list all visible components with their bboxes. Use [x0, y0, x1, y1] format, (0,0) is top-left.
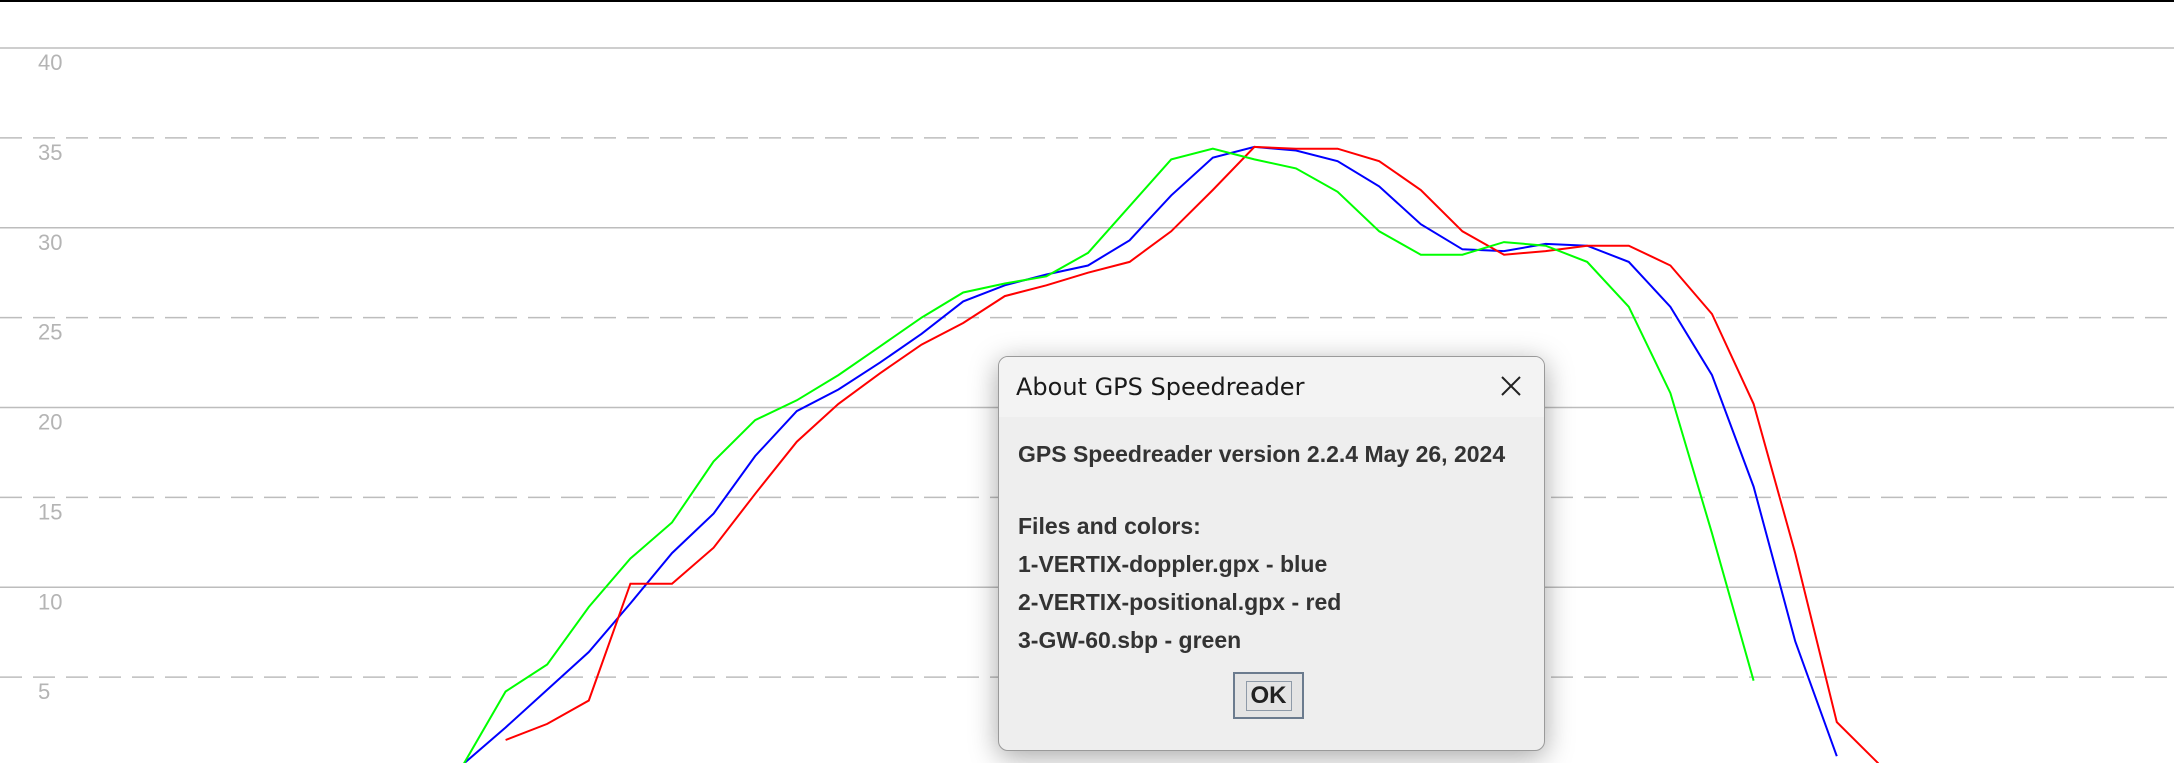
- file-entry: 3-GW-60.sbp - green: [1018, 627, 1242, 653]
- version-text: GPS Speedreader version 2.2.4 May 26, 20…: [1018, 441, 1506, 467]
- dialog-title: About GPS Speedreader: [1016, 373, 1305, 401]
- ok-button[interactable]: OK: [1233, 672, 1304, 719]
- y-tick-label: 40: [38, 50, 62, 75]
- series-line: [463, 147, 1755, 763]
- dialog-body: GPS Speedreader version 2.2.4 May 26, 20…: [999, 417, 1544, 659]
- y-tick-label: 30: [38, 230, 62, 255]
- y-tick-label: 20: [38, 410, 62, 435]
- file-entry: 1-VERTIX-doppler.gpx - blue: [1018, 551, 1328, 577]
- y-tick-label: 15: [38, 499, 62, 524]
- ok-label: OK: [1245, 680, 1292, 711]
- y-tick-label: 10: [38, 589, 62, 614]
- y-tick-label: 35: [38, 140, 62, 165]
- series-line: [463, 145, 1838, 763]
- series-line: [505, 145, 1880, 763]
- about-dialog: About GPS Speedreader GPS Speedreader ve…: [998, 356, 1545, 751]
- title-bar: About GPS Speedreader: [999, 357, 1544, 417]
- close-button[interactable]: [1496, 371, 1526, 401]
- file-entry: 2-VERTIX-positional.gpx - red: [1018, 589, 1342, 615]
- files-heading: Files and colors:: [1018, 513, 1201, 539]
- y-tick-label: 5: [38, 679, 50, 704]
- y-tick-label: 25: [38, 320, 62, 345]
- spacer: [1018, 473, 1544, 507]
